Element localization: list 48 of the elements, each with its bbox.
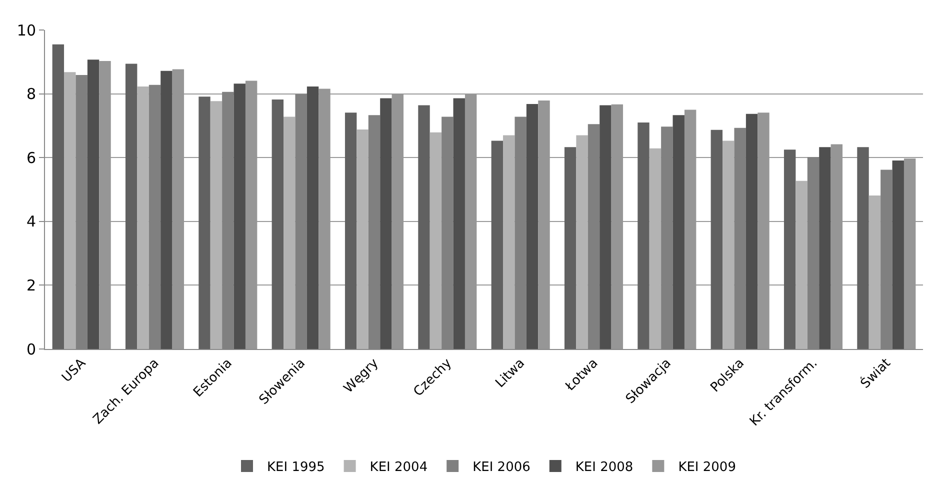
bar: [137, 86, 149, 349]
legend-label: KEI 2004: [370, 460, 428, 476]
legend-label: KEI 1995: [267, 460, 325, 476]
y-tick-label: 2: [26, 276, 36, 294]
bar: [710, 130, 723, 349]
bar: [796, 180, 808, 349]
y-tick-label: 8: [26, 85, 36, 104]
bar: [344, 112, 357, 349]
bar: [52, 44, 64, 349]
bar: [453, 98, 465, 349]
bar: [125, 64, 138, 349]
bar: [564, 147, 576, 349]
bar: [857, 147, 869, 349]
bar: [87, 60, 100, 349]
y-tick-label: 6: [26, 148, 36, 167]
legend-label: KEI 2008: [575, 460, 634, 476]
x-tick-label: USA: [59, 356, 90, 386]
bar: [272, 100, 284, 349]
bar: [380, 98, 392, 349]
bar: [234, 84, 246, 349]
bar: [649, 148, 662, 349]
bar: [868, 196, 881, 349]
bar: [722, 140, 734, 349]
bar: [892, 160, 904, 349]
bar: [418, 105, 430, 349]
bar: [503, 135, 515, 349]
bar: [600, 105, 612, 349]
y-tick-label: 10: [16, 21, 36, 40]
bar: [306, 86, 319, 349]
bar: [210, 101, 222, 349]
bar: [430, 132, 442, 349]
bar: [356, 130, 368, 349]
bar: [672, 115, 684, 349]
bar: [746, 114, 758, 349]
y-tick-label: 4: [26, 212, 36, 231]
bar: [576, 135, 588, 349]
bar: [64, 72, 76, 349]
bar: [526, 104, 538, 349]
bar: [638, 122, 650, 349]
bar: [491, 140, 504, 349]
legend-label: KEI 2006: [472, 460, 530, 476]
bar: [284, 116, 296, 349]
y-tick-label: 0: [26, 340, 36, 358]
bar: [160, 70, 172, 349]
bar: [819, 147, 831, 349]
bar: [198, 96, 210, 349]
bar: [784, 150, 796, 349]
legend-label: KEI 2009: [678, 460, 736, 476]
